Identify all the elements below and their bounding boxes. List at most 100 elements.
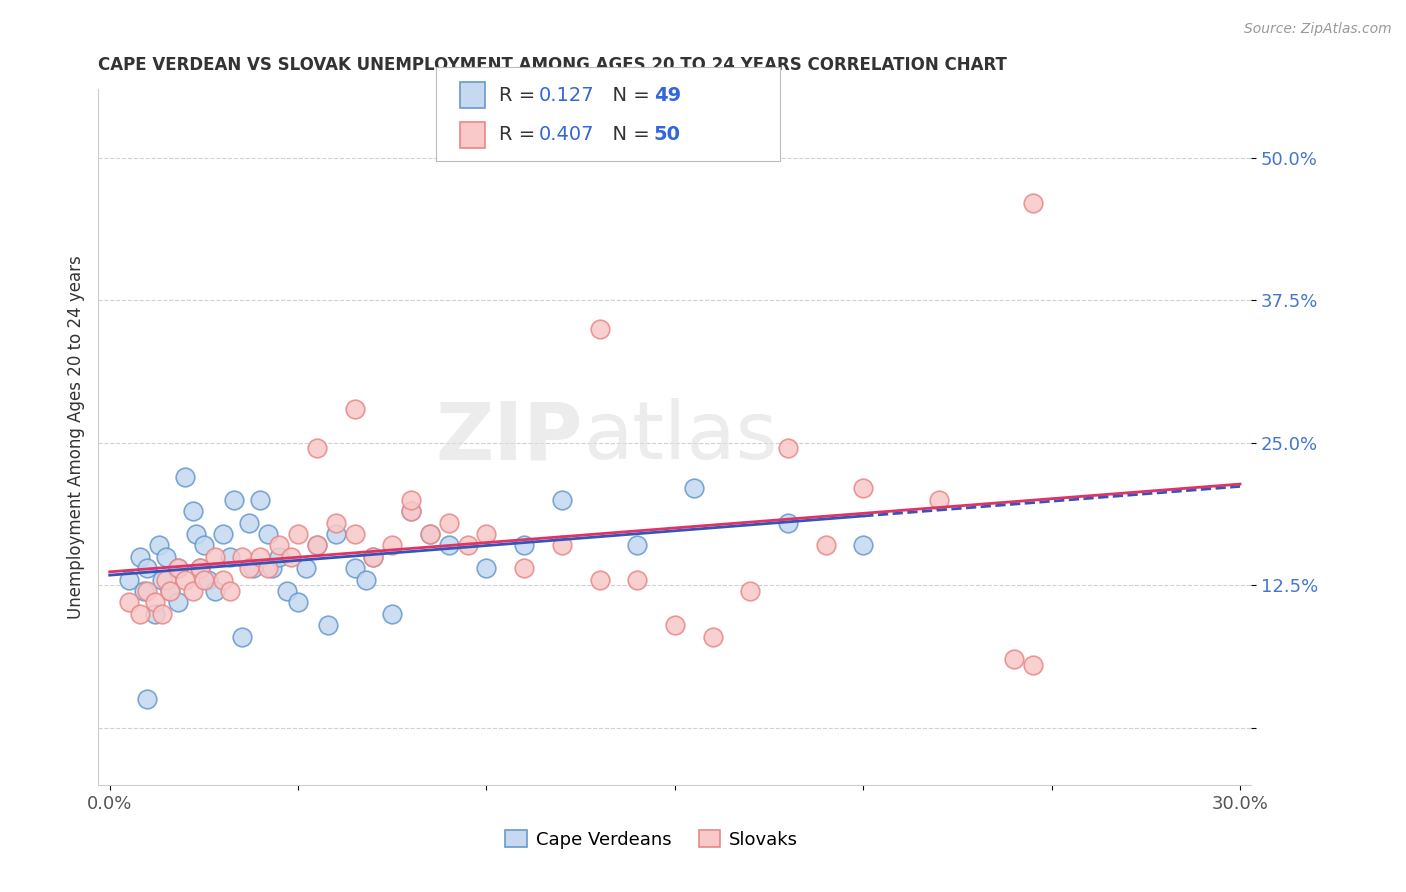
Point (219, 584, 242, 599)
Point (287, 527, 309, 541)
Point (231, 549, 253, 564)
Point (776, 516, 799, 530)
Text: 0.407: 0.407 (538, 126, 593, 145)
Point (249, 549, 271, 564)
Point (211, 527, 233, 541)
Point (257, 527, 280, 541)
Point (269, 538, 291, 552)
Point (143, 595, 166, 609)
Point (117, 573, 139, 587)
Point (588, 573, 610, 587)
Point (325, 527, 347, 541)
Point (159, 584, 181, 599)
Point (219, 549, 242, 564)
Point (399, 504, 422, 518)
Point (588, 322, 610, 336)
Point (776, 442, 799, 456)
Point (136, 561, 159, 575)
Point (136, 584, 159, 599)
Point (343, 401, 366, 416)
Point (238, 561, 260, 575)
Point (626, 573, 648, 587)
Point (363, 549, 385, 564)
Point (193, 573, 215, 587)
Point (343, 527, 366, 541)
Point (166, 561, 188, 575)
Text: Source: ZipAtlas.com: Source: ZipAtlas.com (1244, 22, 1392, 37)
Point (305, 538, 328, 552)
Text: R =: R = (499, 126, 541, 145)
Point (188, 561, 211, 575)
Point (475, 561, 498, 575)
Point (325, 516, 347, 530)
Point (740, 584, 762, 599)
Point (1022, 658, 1045, 673)
Point (197, 573, 219, 587)
Point (152, 573, 174, 587)
Point (305, 442, 328, 456)
Point (159, 584, 181, 599)
Point (249, 492, 271, 507)
Point (852, 482, 875, 496)
Point (260, 561, 283, 575)
Point (193, 538, 215, 552)
Y-axis label: Unemployment Among Ages 20 to 24 years: Unemployment Among Ages 20 to 24 years (66, 255, 84, 619)
Point (381, 538, 404, 552)
Text: ZIP: ZIP (436, 398, 582, 476)
Point (419, 527, 441, 541)
Text: CAPE VERDEAN VS SLOVAK UNEMPLOYMENT AMONG AGES 20 TO 24 YEARS CORRELATION CHART: CAPE VERDEAN VS SLOVAK UNEMPLOYMENT AMON… (98, 56, 1007, 74)
Point (166, 561, 188, 575)
Point (702, 630, 724, 644)
Point (626, 538, 648, 552)
Text: atlas: atlas (582, 398, 778, 476)
Point (143, 607, 166, 621)
Point (117, 595, 139, 609)
Point (186, 527, 208, 541)
Point (211, 573, 233, 587)
Point (280, 549, 302, 564)
Text: 49: 49 (654, 86, 681, 104)
Legend: Cape Verdeans, Slovaks: Cape Verdeans, Slovaks (498, 823, 806, 856)
Text: 0.127: 0.127 (538, 86, 595, 104)
Point (287, 595, 309, 609)
Point (181, 584, 204, 599)
Point (437, 538, 460, 552)
Text: N =: N = (600, 86, 657, 104)
Point (928, 492, 950, 507)
Point (188, 561, 211, 575)
Point (148, 538, 170, 552)
Point (294, 561, 316, 575)
Point (276, 584, 298, 599)
Point (682, 482, 704, 496)
Point (513, 561, 536, 575)
Text: N =: N = (600, 126, 657, 145)
Point (1022, 196, 1045, 211)
Point (381, 607, 404, 621)
Point (316, 618, 339, 632)
Point (551, 492, 574, 507)
Point (166, 595, 188, 609)
Point (363, 549, 385, 564)
Point (457, 538, 479, 552)
Point (204, 549, 226, 564)
Point (128, 549, 150, 564)
Point (174, 470, 197, 484)
Point (222, 492, 245, 507)
Point (257, 561, 280, 575)
Point (419, 527, 441, 541)
Point (1002, 652, 1025, 666)
Text: R =: R = (499, 86, 541, 104)
Point (204, 584, 226, 599)
Point (437, 516, 460, 530)
Point (152, 607, 174, 621)
Point (128, 607, 150, 621)
Point (174, 573, 197, 587)
Point (238, 516, 260, 530)
Point (132, 584, 155, 599)
Point (814, 538, 837, 552)
Point (399, 492, 422, 507)
Text: 50: 50 (654, 126, 681, 145)
Point (852, 538, 875, 552)
Point (155, 549, 177, 564)
Point (269, 549, 291, 564)
